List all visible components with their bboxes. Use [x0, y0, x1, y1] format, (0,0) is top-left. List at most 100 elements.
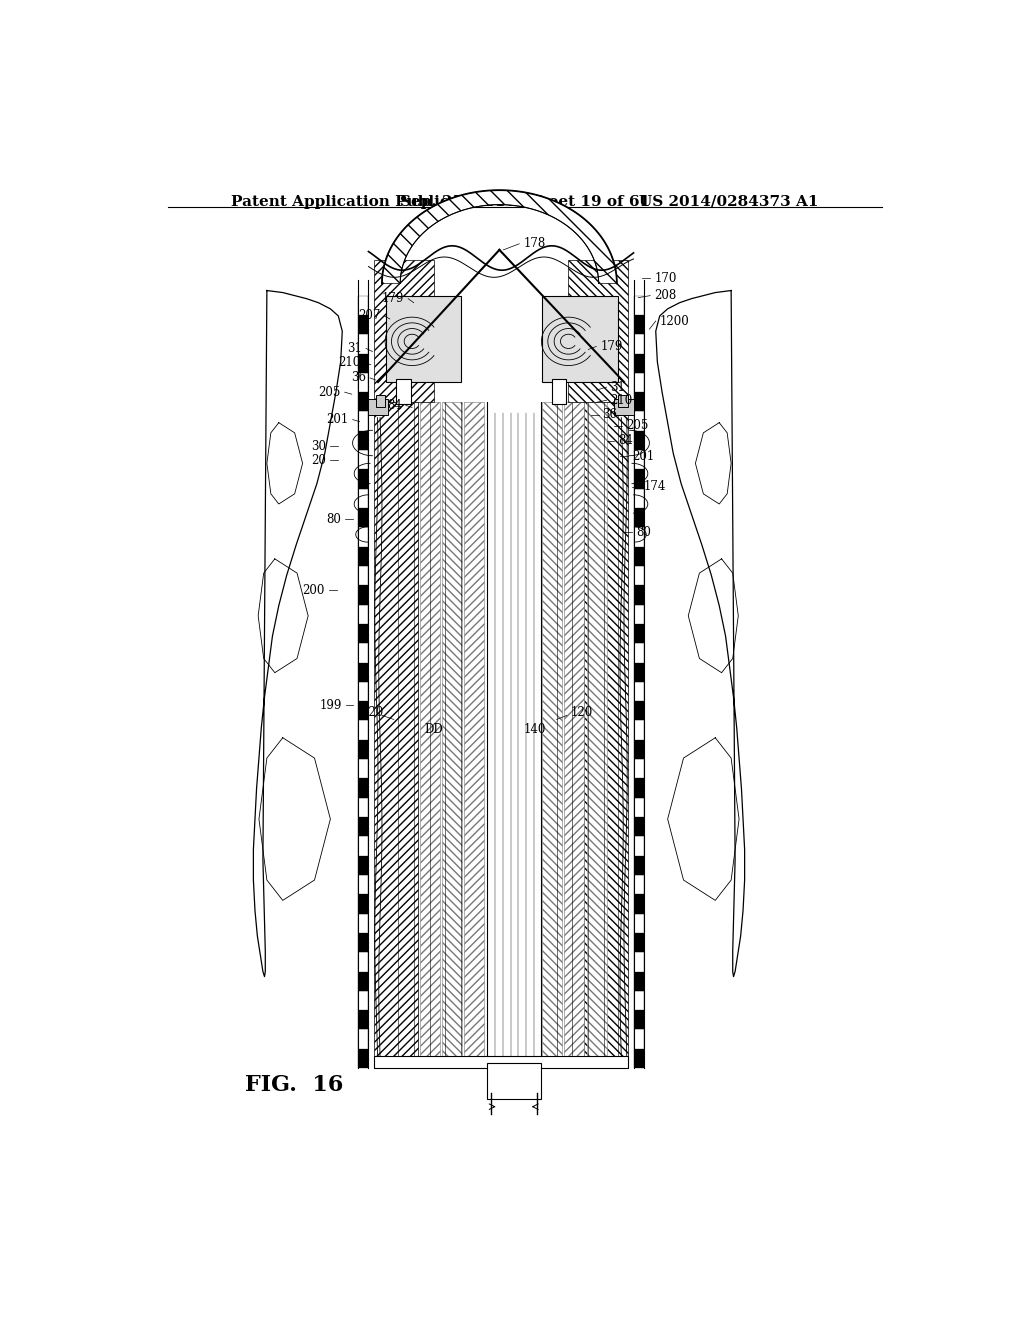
Bar [634, 643, 644, 663]
Bar [358, 528, 369, 546]
Text: 200: 200 [302, 583, 325, 597]
Bar [358, 488, 369, 508]
Bar [634, 624, 644, 643]
Bar [358, 701, 369, 721]
Polygon shape [655, 290, 744, 977]
Bar [358, 663, 369, 682]
Bar [358, 566, 369, 585]
Bar [634, 566, 644, 585]
Bar [634, 585, 644, 605]
Text: 205: 205 [627, 420, 649, 432]
Bar [374, 403, 418, 1068]
Bar [358, 721, 369, 739]
Bar [358, 913, 369, 933]
Text: 201: 201 [632, 450, 654, 463]
Text: 208: 208 [654, 289, 677, 302]
Bar [358, 624, 369, 643]
Text: 31: 31 [347, 342, 362, 355]
Bar [358, 354, 369, 372]
Text: 1200: 1200 [659, 314, 689, 327]
Bar [358, 817, 369, 837]
Text: 201: 201 [327, 413, 348, 426]
Text: Sep. 25, 2014  Sheet 19 of 61: Sep. 25, 2014 Sheet 19 of 61 [399, 195, 650, 209]
Bar [568, 260, 628, 403]
Bar [358, 682, 369, 701]
Bar [358, 315, 369, 334]
Bar [358, 372, 369, 392]
Text: 205: 205 [318, 385, 341, 399]
Bar [634, 739, 644, 759]
Bar [358, 296, 369, 315]
Bar [442, 403, 462, 1068]
Bar [634, 528, 644, 546]
Bar [358, 470, 369, 488]
Bar [420, 403, 440, 1068]
Bar [634, 913, 644, 933]
Bar [358, 837, 369, 855]
Bar [634, 972, 644, 991]
Text: 36: 36 [602, 408, 617, 421]
Text: 174: 174 [644, 480, 667, 494]
Bar [374, 1056, 628, 1068]
Bar [613, 399, 634, 414]
Bar [465, 403, 484, 1068]
Bar [634, 508, 644, 528]
Bar [634, 663, 644, 682]
Text: 210: 210 [338, 356, 360, 370]
Bar [585, 403, 628, 1068]
Text: 36: 36 [351, 371, 367, 384]
Bar [634, 894, 644, 913]
Bar [358, 450, 369, 470]
Bar [634, 991, 644, 1010]
Bar [634, 797, 644, 817]
Text: US 2014/0284373 A1: US 2014/0284373 A1 [639, 195, 818, 209]
Bar [358, 334, 369, 354]
Text: 140: 140 [523, 723, 546, 737]
Text: DD: DD [424, 723, 443, 737]
Polygon shape [382, 190, 616, 284]
Text: 179: 179 [382, 292, 404, 305]
Bar [358, 392, 369, 412]
Bar [634, 759, 644, 779]
Bar [634, 817, 644, 837]
Bar [634, 488, 644, 508]
Bar [587, 403, 606, 1068]
Bar [552, 379, 566, 404]
Bar [358, 894, 369, 913]
Bar [358, 1010, 369, 1030]
Bar [634, 721, 644, 739]
Text: 80: 80 [636, 525, 651, 539]
Text: 178: 178 [523, 238, 546, 251]
Text: 199: 199 [319, 698, 342, 711]
Bar [634, 1010, 644, 1030]
Bar [358, 508, 369, 528]
Text: 120: 120 [570, 706, 593, 719]
Bar [543, 296, 617, 381]
Bar [358, 855, 369, 875]
Text: 84: 84 [618, 434, 633, 447]
Bar [634, 450, 644, 470]
Bar [358, 739, 369, 759]
Bar [358, 1030, 369, 1049]
Bar [486, 1063, 541, 1098]
Text: 210: 210 [610, 393, 633, 407]
Bar [634, 855, 644, 875]
Bar [634, 372, 644, 392]
Bar [634, 392, 644, 412]
Bar [634, 701, 644, 721]
Bar [634, 315, 644, 334]
Bar [634, 1049, 644, 1068]
Bar [358, 972, 369, 991]
Text: FIG.  16: FIG. 16 [246, 1074, 344, 1097]
Bar [358, 430, 369, 450]
Bar [634, 354, 644, 372]
Bar [369, 399, 388, 414]
Bar [634, 296, 644, 315]
Bar [634, 837, 644, 855]
Bar [374, 240, 628, 403]
Bar [358, 643, 369, 663]
Bar [634, 470, 644, 488]
Bar [374, 260, 433, 403]
Bar [358, 585, 369, 605]
Bar [376, 395, 385, 408]
